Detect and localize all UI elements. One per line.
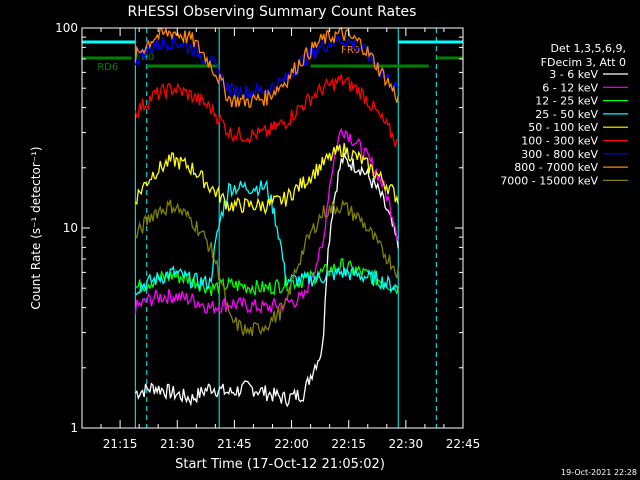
legend-header-line-1: Det 1,3,5,6,9, (550, 42, 626, 55)
series-line (134, 74, 399, 149)
legend-label: 6 - 12 keV (542, 81, 598, 94)
y-tick-label: 10 (63, 221, 78, 235)
x-tick-label: 22:45 (446, 437, 481, 451)
legend-header-line-2: FDecim 3, Att 0 (541, 56, 626, 69)
series-line (134, 127, 399, 315)
x-tick-label: 21:30 (160, 437, 195, 451)
x-tick-label: 22:15 (331, 437, 366, 451)
y-tick-label: 1 (70, 421, 78, 435)
fr0-annotation-2: FR0 (341, 45, 360, 56)
rd6-annotation: RD6 (97, 62, 118, 73)
series-line (134, 143, 399, 216)
legend-label: 12 - 25 keV (535, 95, 598, 108)
series-line (134, 27, 399, 109)
chart-title: RHESSI Observing Summary Count Rates (128, 4, 417, 20)
series-line (134, 179, 399, 296)
x-axis-label: Start Time (17-Oct-12 21:05:02) (175, 457, 385, 472)
timestamp: 19-Oct-2021 22:28 (561, 468, 637, 477)
legend-label: 50 - 100 keV (528, 121, 598, 134)
night-shade-mask (82, 28, 136, 428)
legend-label: 7000 - 15000 keV (500, 174, 598, 187)
legend-label: 300 - 800 keV (521, 148, 598, 161)
y-tick-label: 100 (55, 21, 78, 35)
legend-label: 100 - 300 keV (521, 135, 598, 148)
x-tick-label: 21:45 (217, 437, 252, 451)
legend-label: 800 - 7000 keV (514, 161, 598, 174)
series-line (134, 258, 399, 297)
x-tick-label: 21:15 (103, 437, 138, 451)
series-line (134, 33, 399, 101)
series-line (134, 151, 399, 408)
legend-label: 3 - 6 keV (549, 68, 598, 81)
y-axis-label: Count Rate (s⁻¹ detector⁻¹) (29, 146, 43, 309)
legend-label: 25 - 50 keV (535, 108, 598, 121)
axis-ticks: 21:15 21:30 21:45 22:00 22:15 22:30 22:45 1 10 10… (55, 21, 480, 451)
series-line (134, 199, 399, 337)
x-tick-label: 22:30 (389, 437, 424, 451)
x-tick-label: 22:00 (274, 437, 309, 451)
